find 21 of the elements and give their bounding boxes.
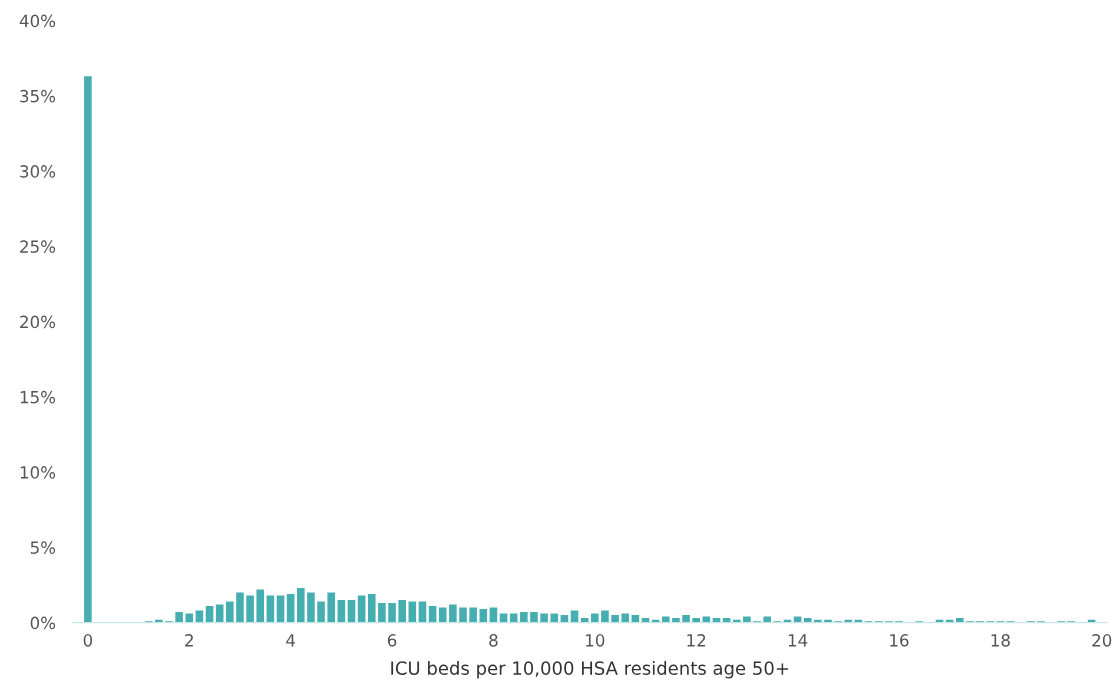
x-tick-label: 2	[185, 634, 193, 647]
x-tick-label: 14	[788, 634, 808, 647]
x-tick-label: 12	[687, 634, 706, 647]
x-tick-label: 8	[489, 634, 498, 647]
x-tick-label: 10	[586, 634, 605, 647]
x-tick-label: 0	[83, 634, 93, 647]
y-tick-label: 35%	[20, 89, 56, 103]
y-tick-label: 20%	[20, 315, 56, 329]
y-tick-label: 30%	[20, 165, 56, 178]
x-axis-title: ICU beds per 10,000 HSA residents age 50+	[391, 660, 789, 679]
x-tick-label: 4	[286, 634, 296, 647]
x-tick-label: 18	[991, 634, 1010, 647]
y-tick-label: 40%	[19, 14, 56, 28]
x-tick-label: 20	[1092, 634, 1112, 647]
y-tick-label: 25%	[20, 240, 56, 253]
y-tick-label: 0%	[30, 616, 56, 630]
x-tick-label: 16	[890, 634, 909, 647]
y-tick-label: 15%	[20, 390, 56, 404]
x-tick-label: 6	[387, 634, 397, 647]
y-tick-label: 10%	[20, 466, 56, 479]
y-tick-label: 5%	[30, 541, 56, 554]
